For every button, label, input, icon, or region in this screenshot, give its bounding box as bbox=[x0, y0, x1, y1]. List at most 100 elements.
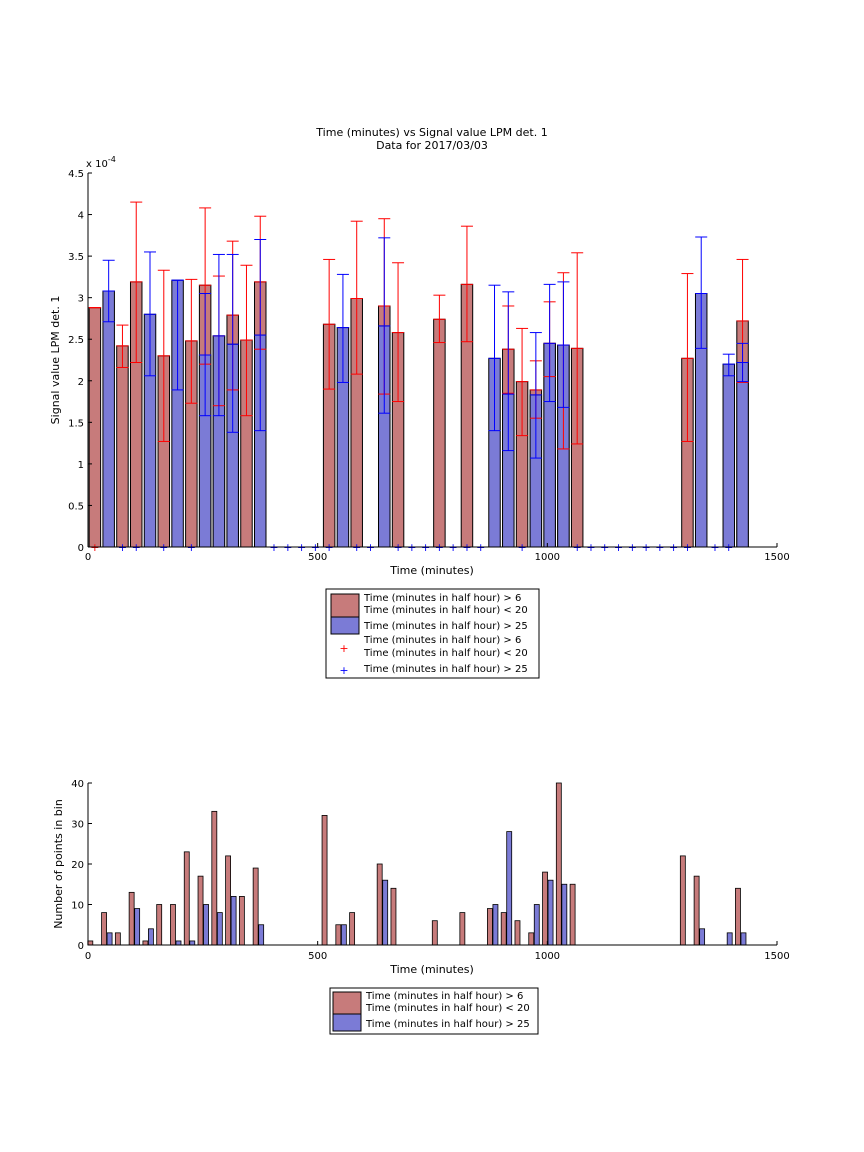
x-axis-title: Time (minutes) bbox=[389, 564, 474, 577]
legend-label-blue-bars: Time (minutes in half hour) > 25 bbox=[363, 621, 528, 632]
x-tick-label: 0 bbox=[85, 552, 91, 563]
count-bar bbox=[735, 887, 741, 946]
legend-label-red-markers-line2: Time (minutes in half hour) < 20 bbox=[363, 648, 528, 659]
legend-label-blue-markers: Time (minutes in half hour) > 25 bbox=[363, 664, 528, 675]
count-bar bbox=[547, 879, 554, 946]
count-bars-layer bbox=[87, 782, 747, 946]
signal-bar bbox=[116, 345, 129, 548]
legend-box bbox=[325, 588, 540, 679]
count-bar bbox=[431, 920, 438, 946]
count-legend-swatch-red bbox=[332, 991, 362, 1015]
legend-label-red-markers: Time (minutes in half hour) > 6 Time (mi… bbox=[363, 635, 528, 659]
bars-layer bbox=[88, 279, 749, 548]
count-x-tick-label: 0 bbox=[85, 951, 91, 962]
count-legend-label-red-line1: Time (minutes in half hour) > 6 bbox=[365, 991, 523, 1002]
count-y-tick-label: 20 bbox=[71, 860, 84, 871]
count-legend-label-red-line2: Time (minutes in half hour) < 20 bbox=[365, 1003, 530, 1014]
count-bar bbox=[500, 912, 507, 946]
count-bar bbox=[561, 883, 568, 946]
count-bar bbox=[252, 867, 259, 946]
count-bar bbox=[459, 912, 466, 946]
count-bar bbox=[693, 875, 700, 946]
count-bar bbox=[376, 863, 383, 946]
count-bar bbox=[514, 920, 521, 946]
y-tick-label: 2 bbox=[78, 377, 84, 388]
count-bar bbox=[390, 887, 397, 946]
count-bar bbox=[148, 928, 154, 946]
count-bar bbox=[128, 891, 135, 946]
count-bar bbox=[175, 940, 182, 946]
count-y-tick-label: 40 bbox=[71, 779, 84, 790]
legend-label-red-bars-line2: Time (minutes in half hour) < 20 bbox=[363, 605, 528, 616]
count-bar bbox=[183, 851, 190, 946]
signal-chart: Time (minutes) vs Signal value LPM det. … bbox=[49, 126, 790, 679]
error-bars-layer bbox=[88, 201, 749, 459]
exponent-base: x 10 bbox=[86, 159, 108, 170]
count-bar bbox=[156, 904, 163, 946]
signal-bar bbox=[433, 318, 446, 548]
y-tick-label: 4.5 bbox=[68, 169, 84, 180]
count-bar bbox=[114, 932, 121, 946]
exponent-power: -4 bbox=[108, 155, 116, 164]
count-bar bbox=[142, 940, 149, 946]
count-bar bbox=[699, 928, 706, 946]
count-x-tick-label: 500 bbox=[308, 951, 327, 962]
count-bar bbox=[542, 871, 548, 946]
count-bar bbox=[238, 896, 245, 946]
legend-marker-blue-plus: + bbox=[339, 664, 348, 677]
count-axes: 0 500 1000 1500 0 10 20 30 40 bbox=[71, 779, 789, 962]
count-x-tick-label: 1500 bbox=[764, 951, 789, 962]
legend-marker-red-plus: + bbox=[339, 642, 348, 655]
count-bar bbox=[211, 810, 218, 946]
count-bar bbox=[679, 855, 686, 946]
count-y-tick-label: 30 bbox=[71, 820, 84, 831]
count-bar bbox=[533, 904, 540, 946]
legend-swatch-red bbox=[330, 593, 360, 618]
count-bar bbox=[106, 932, 113, 946]
count-bar bbox=[506, 831, 513, 946]
count-bar bbox=[134, 908, 141, 946]
count-bar bbox=[349, 912, 356, 946]
y-tick-label: 3.5 bbox=[68, 252, 84, 263]
count-y-tick-label: 10 bbox=[71, 901, 84, 912]
count-bar bbox=[555, 782, 562, 946]
x-tick-label: 1000 bbox=[535, 552, 560, 563]
legend-label-red-bars: Time (minutes in half hour) > 6 Time (mi… bbox=[363, 593, 528, 616]
count-bar bbox=[740, 932, 747, 946]
count-bar bbox=[340, 924, 347, 946]
count-bar bbox=[382, 879, 389, 946]
count-bar bbox=[101, 912, 107, 946]
legend: Time (minutes in half hour) > 6 Time (mi… bbox=[325, 588, 540, 679]
count-legend-box bbox=[329, 987, 539, 1035]
y-exponent-label: x 10-4 bbox=[86, 155, 116, 170]
count-bar bbox=[726, 932, 733, 946]
y-axis-title: Signal value LPM det. 1 bbox=[49, 296, 62, 425]
y-tick-label: 0 bbox=[78, 543, 84, 554]
y-tick-label: 4 bbox=[78, 211, 84, 222]
count-legend: Time (minutes in half hour) > 6 Time (mi… bbox=[329, 987, 539, 1035]
axes: 0 500 1000 1500 0 0.5 1 1.5 2 2.5 3 3.5 4 4.5 bbox=[68, 169, 790, 563]
y-tick-label: 2.5 bbox=[68, 335, 84, 346]
y-tick-label: 0.5 bbox=[68, 501, 84, 512]
y-tick-label: 1.5 bbox=[68, 418, 84, 429]
count-bar bbox=[321, 815, 328, 946]
count-bar bbox=[528, 932, 535, 946]
count-y-tick-label: 0 bbox=[78, 941, 84, 952]
signal-bar bbox=[722, 363, 736, 548]
count-bar bbox=[216, 912, 223, 946]
count-bar bbox=[230, 896, 237, 946]
x-tick-label: 500 bbox=[308, 552, 327, 563]
count-y-axis-title: Number of points in bin bbox=[52, 799, 65, 929]
count-bar bbox=[87, 940, 94, 946]
y-tick-label: 3 bbox=[78, 294, 84, 305]
legend-label-red-bars-line1: Time (minutes in half hour) > 6 bbox=[363, 593, 521, 604]
count-legend-label-blue: Time (minutes in half hour) > 25 bbox=[365, 1019, 530, 1030]
count-legend-label-red: Time (minutes in half hour) > 6 Time (mi… bbox=[365, 991, 530, 1014]
legend-swatch-blue bbox=[330, 616, 360, 635]
count-bar bbox=[335, 924, 342, 946]
signal-bar bbox=[88, 307, 102, 548]
count-legend-swatch-blue bbox=[332, 1013, 362, 1032]
count-bar bbox=[569, 883, 576, 946]
